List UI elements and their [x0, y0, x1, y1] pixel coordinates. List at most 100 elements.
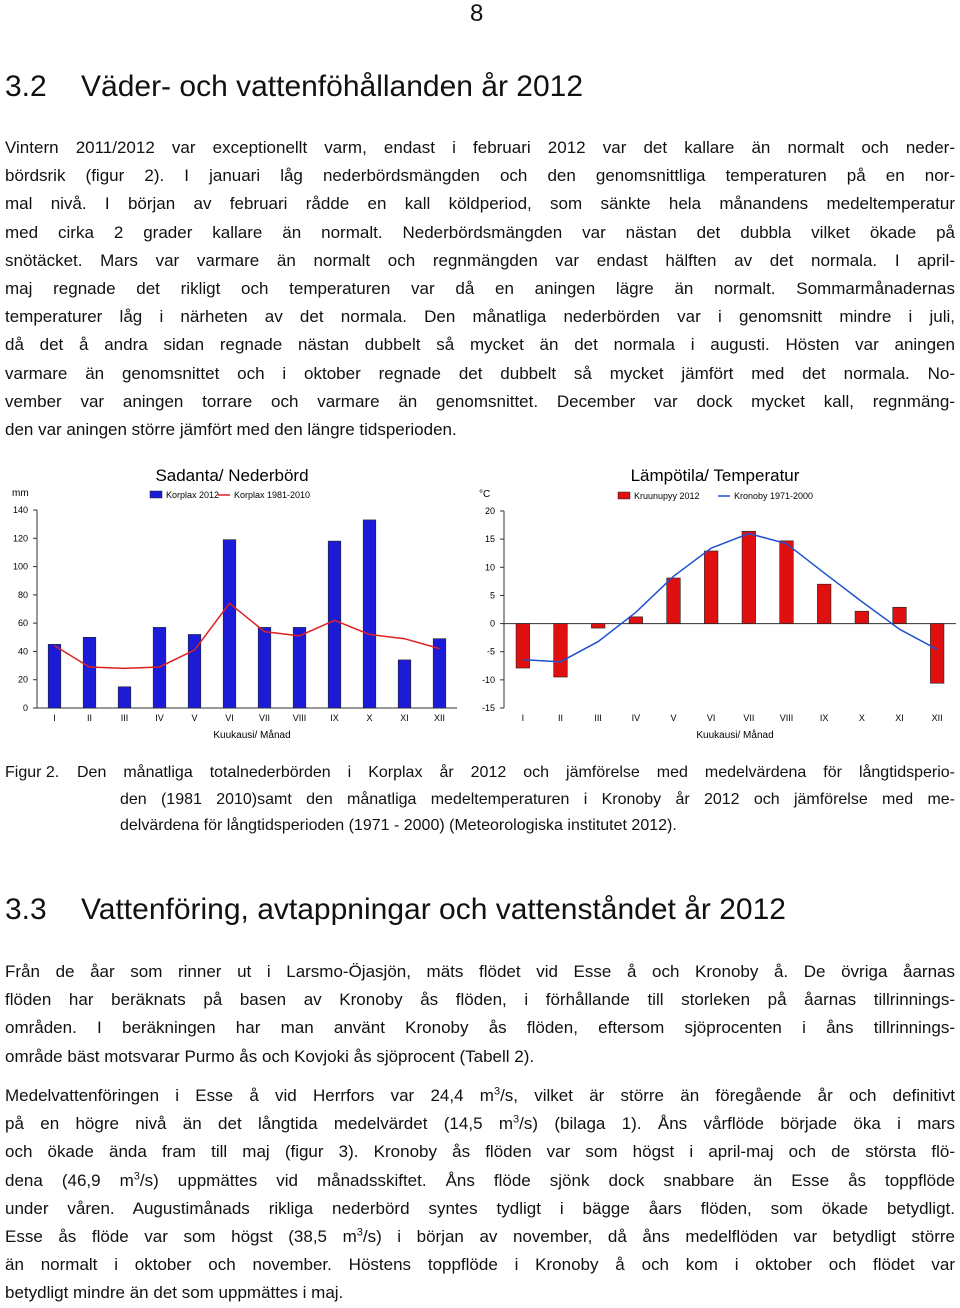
- x-axis-label: Kuukausi/ Månad: [213, 729, 290, 741]
- text-line: flöden har beräknats på basen av Kronoby…: [5, 990, 955, 1010]
- y-tick-label: -5: [487, 647, 495, 657]
- text-line: vember var aningen torrare och varmare ä…: [5, 391, 955, 411]
- text-line: Medelvattenföringen i Esse å vid Herrfor…: [5, 1082, 955, 1110]
- page-number: 8: [470, 0, 484, 27]
- legend-label: Korplax 1981-2010: [234, 490, 310, 500]
- text-line: varmare än genomsnittet och i oktober re…: [5, 363, 955, 383]
- x-tick-label: II: [558, 713, 563, 723]
- bar: [327, 540, 342, 709]
- legend-swatch: [617, 491, 631, 500]
- bar: [47, 644, 62, 709]
- x-tick-label: VIII: [780, 713, 794, 723]
- text-line: maj regnade det rikligt och temperaturen…: [5, 278, 955, 298]
- y-tick-label: -15: [482, 703, 495, 713]
- bar: [292, 627, 307, 709]
- y-tick-label: 40: [18, 646, 28, 656]
- y-tick-label: 100: [13, 562, 28, 572]
- bar: [82, 636, 97, 709]
- x-tick-label: X: [859, 713, 865, 723]
- x-tick-label: VII: [743, 713, 754, 723]
- legend-label: Korplax 2012: [166, 490, 219, 500]
- y-tick-label: 20: [485, 506, 495, 516]
- paragraph: Vintern 2011/2012 var exceptionellt varm…: [5, 134, 955, 444]
- bar: [854, 610, 869, 624]
- x-tick-label: I: [522, 713, 525, 723]
- text-segment: Medelvattenföringen i Esse å vid Herrfor…: [5, 1086, 494, 1105]
- heading: 3.2 Väder- och vattenföhållanden år 2012: [5, 70, 905, 106]
- chart-title: Sadanta/ Nederbörd: [155, 466, 308, 485]
- x-tick-label: IX: [330, 713, 339, 723]
- text-segment: /s) (bilaga 1). Åns vårflöde började öka…: [519, 1114, 955, 1134]
- bar: [930, 623, 945, 684]
- y-tick-label: 0: [23, 703, 28, 713]
- paragraph: Medelvattenföringen i Esse å vid Herrfor…: [5, 1082, 955, 1308]
- text-line: dena (46,9 m3/s) uppmättes vid månadsski…: [5, 1167, 955, 1195]
- x-tick-label: IV: [632, 713, 641, 723]
- text-segment: dena (46,9 m: [5, 1170, 134, 1190]
- bar: [817, 583, 832, 624]
- superscript: 3: [356, 1226, 363, 1239]
- bar: [515, 623, 530, 669]
- x-tick-label: V: [191, 713, 197, 723]
- x-tick-label: III: [121, 713, 129, 723]
- superscript: 3: [513, 1113, 520, 1126]
- bar: [257, 627, 272, 709]
- text-line: betydligt mindre än det som uppmättes i …: [5, 1283, 344, 1303]
- bar: [591, 623, 606, 629]
- bar: [779, 540, 794, 624]
- text-line: delvärdena för långtidsperioden (1971 - …: [120, 817, 677, 834]
- y-axis-label: °C: [479, 489, 490, 500]
- line: [522, 532, 938, 663]
- text-line: Den månatliga totalnederbörden i Korplax…: [77, 764, 955, 781]
- heading-number: 3.2: [5, 70, 47, 103]
- x-tick-label: IV: [155, 713, 164, 723]
- text-line: då det å andra sidan regnade nästan dubb…: [5, 335, 955, 355]
- y-axis-label: mm: [12, 488, 29, 499]
- text-segment: /s) i början av november, då åns medelfl…: [362, 1226, 955, 1246]
- y-tick-label: 20: [18, 675, 28, 685]
- x-tick-label: XI: [400, 713, 409, 723]
- superscript: 3: [133, 1169, 140, 1182]
- line: [54, 602, 440, 670]
- text-line: Esse ås flöde var som högst (38,5 m3/s) …: [5, 1223, 955, 1251]
- text-segment: Esse ås flöde var som högst (38,5 m: [5, 1226, 357, 1246]
- x-tick-label: III: [594, 713, 602, 723]
- y-tick-label: 60: [18, 618, 28, 628]
- bar: [397, 659, 412, 709]
- text-line: den (1981 2010)samt den månatliga medelt…: [120, 790, 955, 808]
- legend-label: Kronoby 1971-2000: [734, 491, 813, 501]
- caption: Den månatliga totalnederbörden i Korplax…: [77, 760, 955, 840]
- x-tick-label: XII: [434, 713, 445, 723]
- y-tick-label: -10: [482, 675, 495, 685]
- legend-swatch: [149, 490, 163, 499]
- bar: [362, 519, 377, 709]
- caption-label: Figur 2.: [5, 764, 60, 781]
- y-tick-label: 120: [13, 533, 28, 543]
- text-line: med cirka 2 grader kallare än normalt. N…: [5, 222, 955, 242]
- x-axis-label: Kuukausi/ Månad: [696, 729, 773, 741]
- y-tick-label: 0: [490, 619, 495, 629]
- heading-number: 3.3: [5, 893, 47, 926]
- text-line: snötäcket. Mars var varmare än normalt o…: [5, 250, 955, 270]
- x-tick-label: VI: [225, 713, 234, 723]
- text-line: på en högre nivå än det långtida medelvä…: [5, 1110, 955, 1138]
- text-line: än normalt i oktober och november. Höste…: [5, 1255, 955, 1275]
- bar: [187, 634, 202, 709]
- text-line: område bäst motsvarar Purmo ås och Kovjo…: [5, 1046, 535, 1066]
- y-tick-label: 10: [485, 562, 495, 572]
- chart-title: Lämpötila/ Temperatur: [631, 466, 800, 485]
- bar: [741, 530, 756, 624]
- text-line: bördsrik (figur 2). I januari låg nederb…: [5, 166, 955, 186]
- x-tick-label: II: [87, 713, 92, 723]
- bar: [704, 550, 719, 624]
- x-tick-label: VIII: [293, 713, 307, 723]
- x-tick-label: XII: [932, 713, 943, 723]
- legend-label: Kruunupyy 2012: [634, 491, 700, 501]
- bar: [553, 623, 568, 678]
- y-tick-label: 5: [490, 590, 495, 600]
- bar: [666, 577, 681, 624]
- text-segment: /s, vilket är större än föregående år oc…: [500, 1086, 956, 1105]
- x-tick-label: VII: [259, 713, 270, 723]
- text-line: Vintern 2011/2012 var exceptionellt varm…: [5, 138, 955, 157]
